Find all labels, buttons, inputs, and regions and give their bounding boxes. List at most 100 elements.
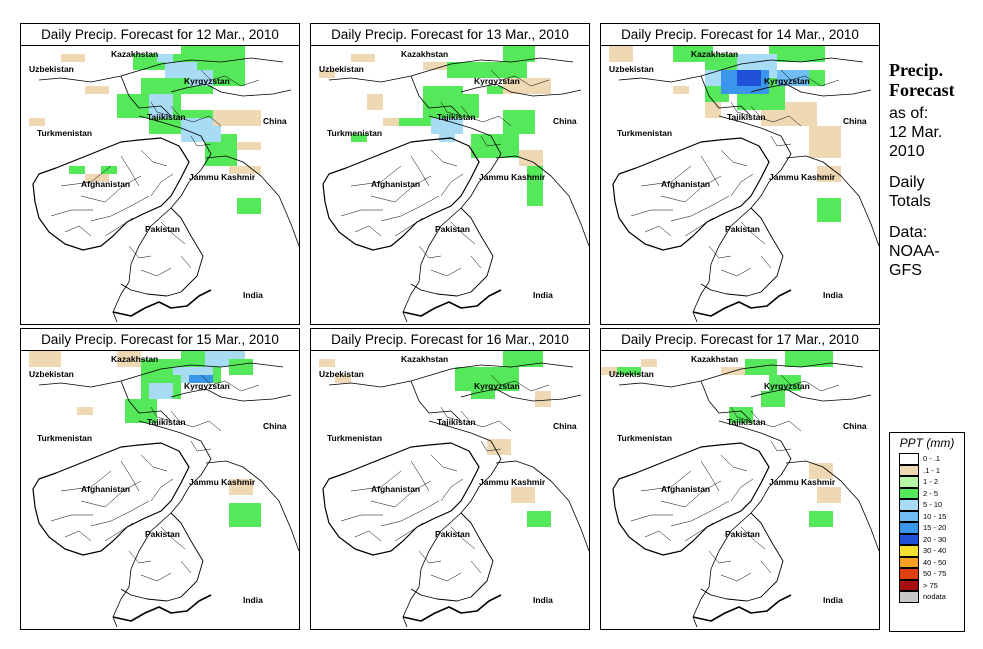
precip-cell bbox=[673, 46, 713, 62]
precip-cell bbox=[319, 359, 335, 367]
forecast-map: Kazakhstan Uzbekistan Kyrgyzstan Turkmenist… bbox=[311, 46, 590, 324]
panel-title: Daily Precip. Forecast for 14 Mar., 2010 bbox=[601, 24, 879, 46]
map-label-pakistan: Pakistan bbox=[145, 529, 180, 539]
precip-cell bbox=[519, 150, 543, 166]
legend-swatch bbox=[899, 453, 919, 465]
precip-legend: PPT (mm) 0 - .1 .1 - 1 1 - 2 2 - 5 5 - 10 10 … bbox=[889, 432, 965, 632]
precip-cell bbox=[503, 351, 543, 367]
legend-label: 20 - 30 bbox=[923, 534, 947, 544]
precip-cell bbox=[729, 407, 753, 423]
precip-cell bbox=[439, 126, 455, 142]
map-label-kazakhstan: Kazakhstan bbox=[691, 354, 738, 364]
legend-label: .1 - 1 bbox=[923, 465, 941, 475]
map-label-uzbekistan: Uzbekistan bbox=[609, 64, 654, 74]
precip-cell bbox=[785, 102, 817, 126]
map-label-kyrgyzstan: Kyrgyzstan bbox=[764, 76, 810, 86]
map-label-tajikistan: Tajikistan bbox=[147, 417, 186, 427]
forecast-panel-2: Daily Precip. Forecast for 13 Mar., 2010… bbox=[310, 23, 590, 325]
precip-cell bbox=[535, 391, 551, 407]
afghanistan-border bbox=[322, 137, 480, 251]
totals-line-2: Totals bbox=[889, 193, 931, 210]
forecast-panel-4: Daily Precip. Forecast for 15 Mar., 2010… bbox=[20, 328, 300, 630]
map-label-turkmenistan: Turkmenistan bbox=[37, 128, 92, 138]
country-border bbox=[618, 57, 880, 323]
legend-item: 20 - 30 bbox=[890, 533, 964, 545]
precip-cell bbox=[447, 62, 527, 78]
coastline bbox=[112, 289, 212, 317]
pakistan-border bbox=[410, 512, 494, 602]
legend-item: 40 - 50 bbox=[890, 556, 964, 568]
pakistan-border bbox=[700, 512, 784, 602]
legend-label: 5 - 10 bbox=[923, 500, 943, 509]
precip-cell bbox=[383, 118, 399, 126]
precip-cell bbox=[29, 118, 45, 126]
legend-swatch bbox=[899, 476, 919, 488]
map-label-pakistan: Pakistan bbox=[145, 224, 180, 234]
map-svg: Kazakhstan Uzbekistan Kyrgyzstan Turkmenist… bbox=[319, 351, 590, 628]
map-label-turkmenistan: Turkmenistan bbox=[617, 433, 672, 443]
map-label-india: India bbox=[243, 595, 263, 605]
precip-cell bbox=[471, 134, 519, 158]
country-border bbox=[38, 57, 300, 323]
map-label-china: China bbox=[263, 421, 287, 431]
precip-layer bbox=[319, 46, 551, 206]
forecast-panel-5: Daily Precip. Forecast for 16 Mar., 2010… bbox=[310, 328, 590, 630]
precip-cell bbox=[487, 439, 511, 455]
map-label-jammu-kashmir: Jammu Kashmir bbox=[189, 172, 256, 182]
legend-swatch bbox=[899, 556, 919, 568]
coastline bbox=[402, 289, 502, 317]
panel-title: Daily Precip. Forecast for 15 Mar., 2010 bbox=[21, 329, 299, 351]
precip-layer bbox=[609, 46, 841, 222]
precip-cell bbox=[367, 94, 383, 110]
afghanistan-border bbox=[612, 442, 770, 556]
map-label-kazakhstan: Kazakhstan bbox=[691, 49, 738, 59]
legend-swatch bbox=[899, 510, 919, 522]
legend-item: > 75 bbox=[890, 579, 964, 591]
pakistan-border bbox=[410, 207, 494, 297]
pakistan-border bbox=[120, 512, 204, 602]
precip-cell bbox=[237, 142, 261, 150]
province-border bbox=[630, 374, 840, 582]
province-border bbox=[50, 374, 260, 582]
map-label-jammu-kashmir: Jammu Kashmir bbox=[479, 172, 546, 182]
legend-item: 50 - 75 bbox=[890, 568, 964, 580]
precip-cell bbox=[617, 367, 641, 375]
legend-label: nodata bbox=[923, 592, 946, 601]
map-label-uzbekistan: Uzbekistan bbox=[319, 64, 364, 74]
precip-cell bbox=[351, 134, 367, 142]
coastline bbox=[692, 594, 792, 622]
legend-item: 10 - 15 bbox=[890, 510, 964, 522]
afghanistan-border bbox=[322, 442, 480, 556]
legend-swatch bbox=[899, 522, 919, 534]
afghanistan-border bbox=[32, 442, 190, 556]
precip-cell bbox=[601, 367, 617, 375]
legend-label: 15 - 20 bbox=[923, 523, 947, 532]
precip-cell bbox=[85, 174, 109, 182]
map-label-tajikistan: Tajikistan bbox=[147, 112, 186, 122]
map-label-jammu-kashmir: Jammu Kashmir bbox=[479, 477, 546, 487]
legend-label: 1 - 2 bbox=[923, 477, 939, 486]
asof-line-3: 2010 bbox=[889, 143, 925, 160]
map-label-pakistan: Pakistan bbox=[725, 529, 760, 539]
precip-cell bbox=[101, 166, 117, 174]
map-label-kyrgyzstan: Kyrgyzstan bbox=[184, 76, 230, 86]
map-label-kazakhstan: Kazakhstan bbox=[401, 354, 448, 364]
coastline bbox=[692, 289, 792, 317]
map-label-turkmenistan: Turkmenistan bbox=[617, 128, 672, 138]
precip-cell bbox=[761, 110, 785, 126]
precip-cell bbox=[503, 78, 551, 94]
legend-rows: 0 - .1 .1 - 1 1 - 2 2 - 5 5 - 10 10 - 15 15 - … bbox=[890, 453, 964, 603]
map-label-kazakhstan: Kazakhstan bbox=[111, 49, 158, 59]
map-label-jammu-kashmir: Jammu Kashmir bbox=[769, 172, 836, 182]
map-label-india: India bbox=[243, 290, 263, 300]
legend-swatch bbox=[899, 591, 919, 603]
asof-line-1: as of: bbox=[889, 105, 929, 122]
precip-cell bbox=[149, 383, 173, 399]
precip-cell bbox=[335, 375, 351, 383]
legend-item: nodata bbox=[890, 591, 964, 603]
province-border bbox=[630, 69, 840, 277]
panel-title: Daily Precip. Forecast for 16 Mar., 2010 bbox=[311, 329, 589, 351]
precip-cell bbox=[641, 359, 657, 367]
asof-block: as of: 12 Mar. 2010 bbox=[889, 104, 979, 161]
map-label-jammu-kashmir: Jammu Kashmir bbox=[189, 477, 256, 487]
